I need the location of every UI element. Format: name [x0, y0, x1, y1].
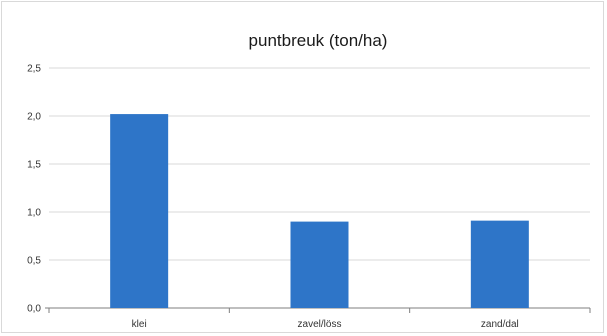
- x-tick-label: zand/dal: [481, 319, 519, 330]
- x-tick-label: zavel/löss: [298, 319, 342, 330]
- x-tick-labels: klei zavel/löss zand/dal: [132, 319, 519, 330]
- x-tick-label: klei: [132, 319, 147, 330]
- bar-2: [470, 220, 529, 308]
- y-tick-label: 0,5: [27, 256, 41, 267]
- chart-title: puntbreuk (ton/ha): [249, 31, 388, 50]
- y-tick-label: 1,0: [27, 208, 41, 219]
- y-tick-labels: 0,0 0,5 1,0 1,5 2,0 2,5: [27, 64, 41, 315]
- axes: [45, 307, 591, 313]
- y-tick-label: 2,5: [27, 64, 41, 75]
- y-tick-label: 2,0: [27, 112, 41, 123]
- bar-0: [110, 114, 169, 308]
- bar-1: [290, 221, 349, 308]
- y-tick-label: 0,0: [27, 304, 41, 315]
- bars: [110, 114, 529, 308]
- y-tick-label: 1,5: [27, 160, 41, 171]
